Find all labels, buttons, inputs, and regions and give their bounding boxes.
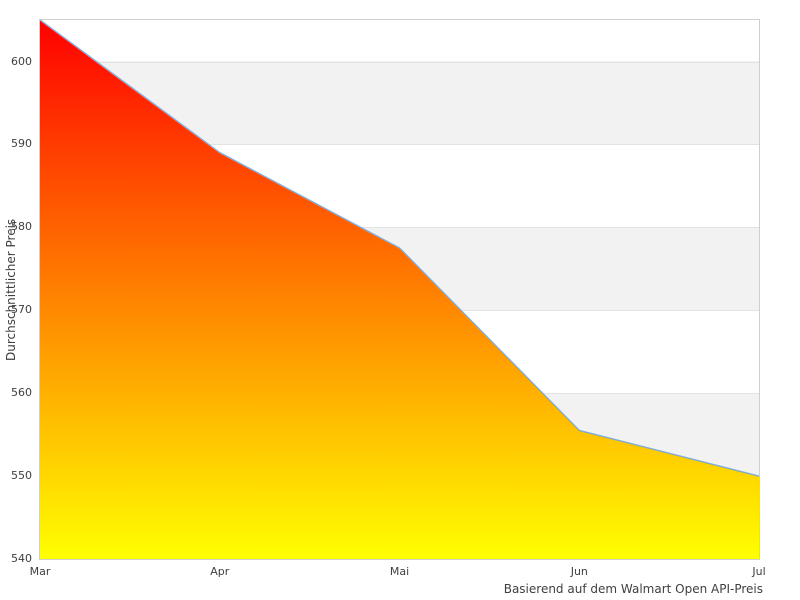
area-series-svg bbox=[40, 20, 759, 559]
x-tick-label: Apr bbox=[210, 565, 230, 578]
gridline bbox=[40, 227, 759, 229]
x-tick-label: Mai bbox=[389, 565, 410, 578]
x-axis-tick-labels: Mar Apr Mai Jun Jul bbox=[30, 565, 766, 581]
x-tick-label: Jun bbox=[570, 565, 588, 578]
price-line bbox=[40, 20, 759, 477]
y-tick-label: 570 bbox=[11, 303, 32, 317]
y-tick-label: 560 bbox=[11, 386, 32, 400]
y-tick-label: 580 bbox=[11, 220, 32, 234]
y-tick-label: 550 bbox=[11, 469, 32, 483]
x-tick-label: Mar bbox=[29, 565, 51, 578]
y-tick-label: 590 bbox=[11, 137, 32, 151]
plot-area bbox=[39, 19, 760, 560]
y-axis-tick-labels: 540 550 560 570 580 590 600 bbox=[0, 20, 32, 566]
y-tick-label: 540 bbox=[11, 552, 32, 565]
y-tick-label: 600 bbox=[11, 54, 32, 68]
area-fill bbox=[40, 20, 759, 559]
source-caption: Basierend auf dem Walmart Open API-Preis bbox=[503, 582, 763, 596]
gridline bbox=[40, 61, 759, 63]
x-tick-label: Jul bbox=[752, 565, 766, 578]
gridline bbox=[40, 144, 759, 146]
